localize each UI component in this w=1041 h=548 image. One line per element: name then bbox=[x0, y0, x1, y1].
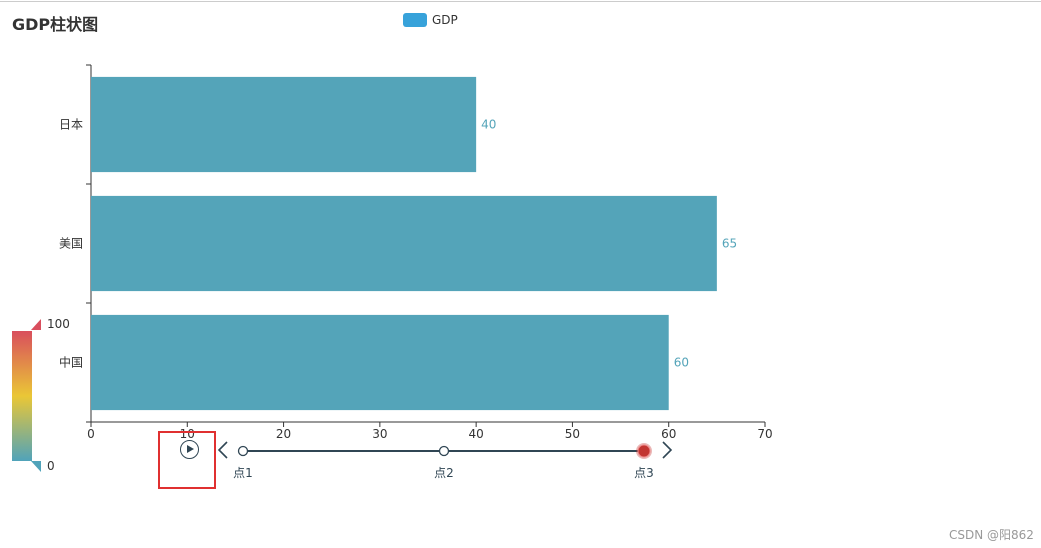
timeline-label-2[interactable]: 点2 bbox=[434, 466, 454, 480]
watermark: CSDN @阳862 bbox=[949, 528, 1034, 542]
y-category-label-1: 美国 bbox=[59, 237, 83, 251]
x-tick-label-0: 0 bbox=[87, 427, 95, 441]
x-tick-label-6: 60 bbox=[661, 427, 676, 441]
x-tick-label-1: 10 bbox=[180, 427, 195, 441]
bar-label-0: 60 bbox=[674, 356, 689, 370]
x-tick-label-7: 70 bbox=[757, 427, 772, 441]
chart-title: GDP柱状图 bbox=[12, 15, 99, 34]
highlight-box bbox=[158, 431, 216, 489]
bar-1 bbox=[91, 195, 717, 292]
bar-label-1: 65 bbox=[722, 237, 737, 251]
visualmap-max-label: 100 bbox=[47, 317, 70, 331]
y-category-label-0: 中国 bbox=[59, 355, 83, 370]
play-button[interactable] bbox=[180, 440, 199, 459]
legend-label-gdp[interactable]: GDP bbox=[432, 13, 458, 27]
timeline-next-button[interactable] bbox=[661, 441, 673, 459]
chevron-left-icon bbox=[217, 441, 228, 459]
visualmap-gradient-bar[interactable] bbox=[12, 331, 32, 461]
bar-0 bbox=[91, 314, 669, 411]
y-category-label-2: 日本 bbox=[59, 118, 83, 132]
legend-swatch-gdp[interactable] bbox=[403, 13, 427, 27]
bar-2 bbox=[91, 76, 477, 173]
timeline-label-3[interactable]: 点3 bbox=[634, 466, 654, 480]
x-tick-label-3: 30 bbox=[372, 427, 387, 441]
x-tick-label-4: 40 bbox=[469, 427, 484, 441]
top-divider bbox=[0, 1, 1041, 2]
visualmap-min-handle[interactable] bbox=[31, 461, 41, 472]
chevron-right-icon bbox=[662, 441, 673, 459]
visualmap-max-handle[interactable] bbox=[31, 319, 41, 330]
bar-label-2: 40 bbox=[481, 118, 496, 132]
x-tick-label-2: 20 bbox=[276, 427, 291, 441]
x-tick-label-5: 50 bbox=[565, 427, 580, 441]
timeline-label-1[interactable]: 点1 bbox=[233, 466, 253, 480]
visualmap-min-label: 0 bbox=[47, 459, 55, 473]
legend[interactable]: GDP bbox=[403, 13, 458, 27]
timeline-prev-button[interactable] bbox=[217, 441, 229, 459]
